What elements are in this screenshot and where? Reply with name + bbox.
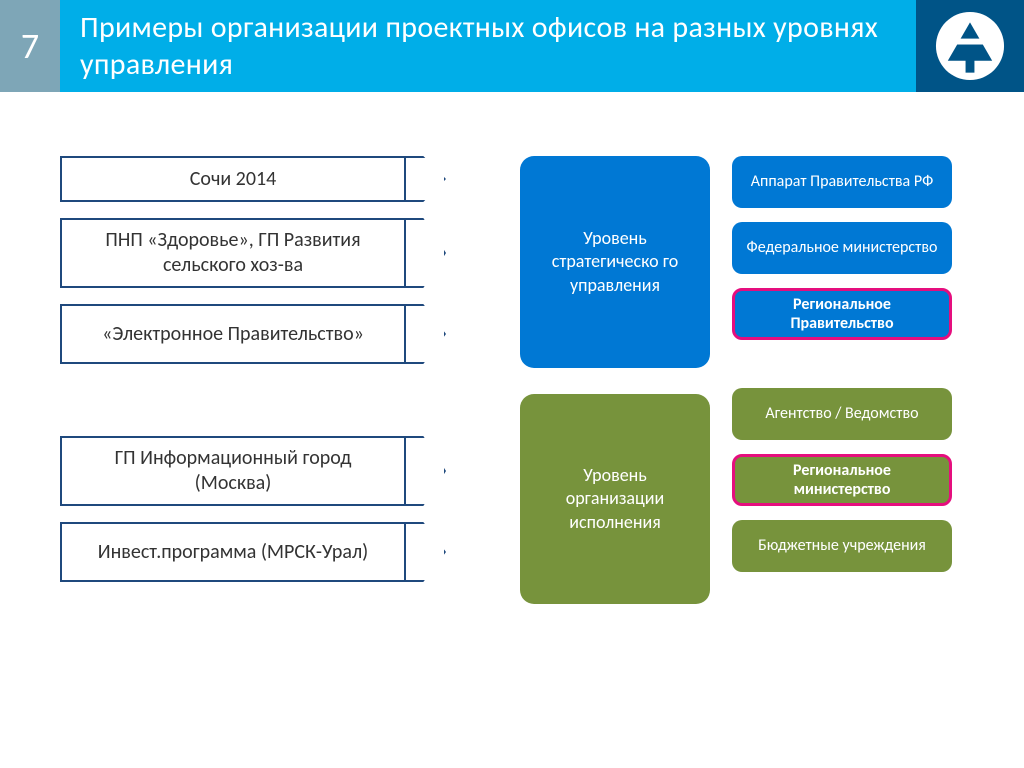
slide-number: 7 xyxy=(0,0,60,92)
org-box: Аппарат Правительства РФ xyxy=(732,156,952,208)
level-box: Уровень организации исполнения xyxy=(520,394,710,604)
slide-title: Примеры организации проектных офисов на … xyxy=(60,0,916,92)
org-box: Агентство / Ведомство xyxy=(732,388,952,440)
logo-icon xyxy=(933,9,1007,83)
org-box-highlight: Региональное министерство xyxy=(732,454,952,506)
example-arrow: ПНП «Здоровье», ГП Развития сельского хо… xyxy=(60,218,406,288)
org-boxes: Аппарат Правительства РФ Федеральное мини… xyxy=(732,156,952,604)
level-box: Уровень стратегическо го управления xyxy=(520,156,710,368)
example-arrow: ГП Информационный город (Москва) xyxy=(60,436,406,506)
slide-header: 7 Примеры организации проектных офисов н… xyxy=(0,0,1024,92)
slide-body: Сочи 2014 ПНП «Здоровье», ГП Развития сел… xyxy=(0,92,1024,604)
operational-examples: ГП Информационный город (Москва) Инвест.п… xyxy=(60,436,460,582)
example-arrow: Сочи 2014 xyxy=(60,156,406,202)
examples-column: Сочи 2014 ПНП «Здоровье», ГП Развития сел… xyxy=(60,156,460,604)
org-box: Бюджетные учреждения xyxy=(732,520,952,572)
org-box-highlight: Региональное Правительство xyxy=(732,288,952,340)
example-arrow: Инвест.программа (МРСК-Урал) xyxy=(60,522,406,582)
example-arrow: «Электронное Правительство» xyxy=(60,304,406,364)
org-box: Федеральное министерство xyxy=(732,222,952,274)
logo-container xyxy=(916,0,1024,92)
strategic-examples: Сочи 2014 ПНП «Здоровье», ГП Развития сел… xyxy=(60,156,460,364)
levels-column: Уровень стратегическо го управления Урове… xyxy=(520,156,994,604)
level-boxes: Уровень стратегическо го управления Урове… xyxy=(520,156,710,604)
